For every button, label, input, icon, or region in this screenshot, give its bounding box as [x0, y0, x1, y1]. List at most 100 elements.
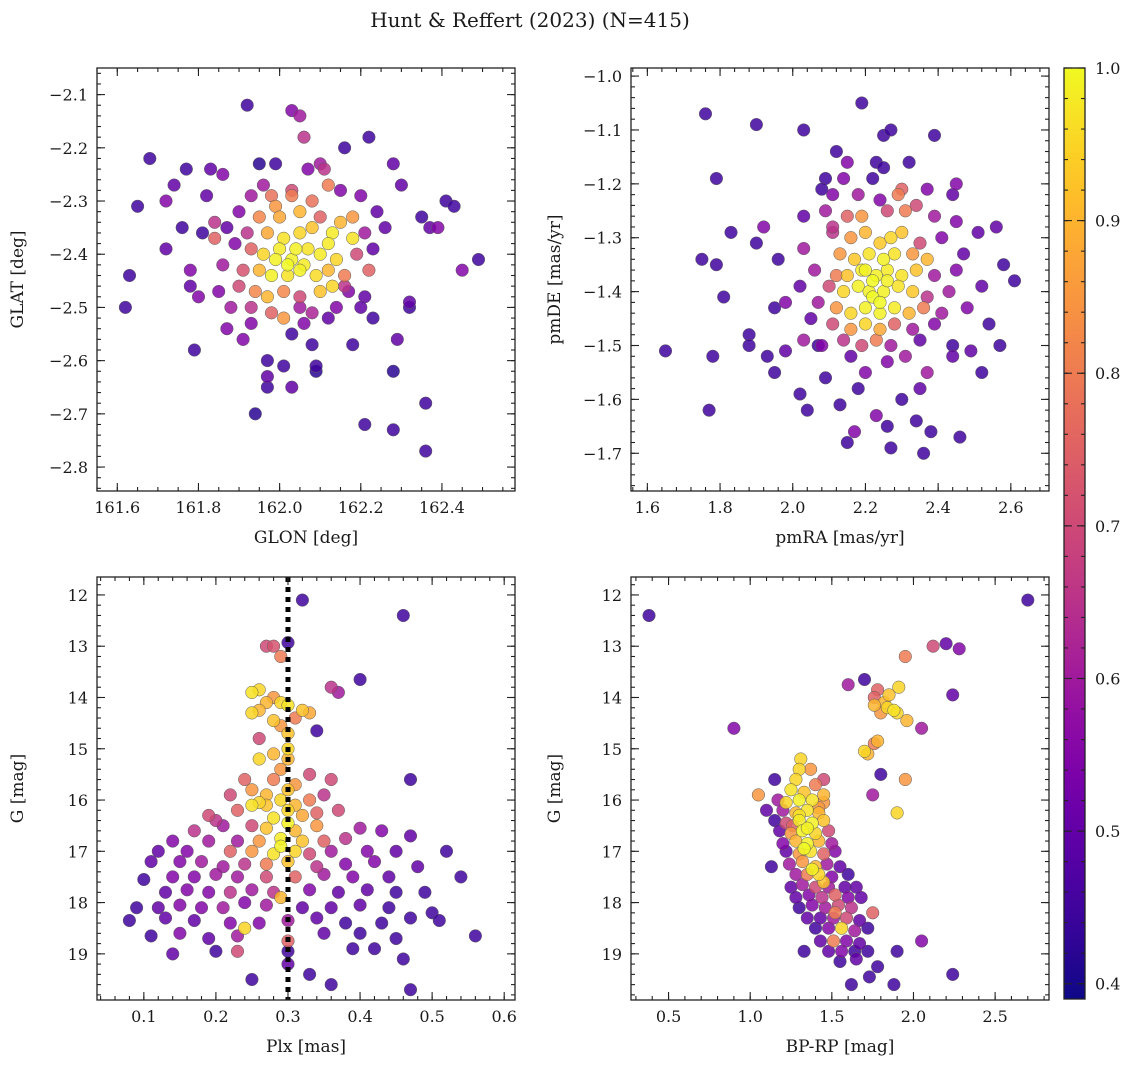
data-point — [260, 354, 274, 368]
data-point — [782, 857, 796, 871]
data-point — [309, 359, 323, 373]
data-point — [303, 883, 317, 897]
data-point — [353, 898, 367, 912]
y-tick-label: 17 — [602, 842, 622, 861]
data-point — [208, 215, 222, 229]
x-tick-label: 162.0 — [257, 498, 303, 517]
data-point — [301, 162, 315, 176]
data-point — [989, 220, 1003, 234]
data-point — [238, 921, 252, 935]
data-point — [220, 322, 234, 336]
data-point — [844, 349, 858, 363]
data-point — [887, 247, 902, 261]
data-point — [764, 860, 778, 874]
data-point — [858, 365, 872, 380]
data-point — [939, 637, 953, 651]
data-point — [847, 252, 862, 266]
data-point — [757, 220, 771, 234]
data-point — [439, 844, 454, 858]
data-point — [267, 811, 281, 825]
y-tick-label: 12 — [68, 586, 88, 605]
data-point — [866, 171, 880, 186]
data-point — [285, 327, 299, 341]
data-point — [366, 311, 380, 325]
x-tick-label: 162.2 — [338, 498, 384, 517]
data-point — [274, 839, 288, 853]
data-point — [874, 767, 888, 781]
data-point — [183, 279, 197, 293]
x-tick-label: 0.3 — [275, 1007, 300, 1026]
data-point — [818, 204, 833, 218]
data-point — [339, 831, 353, 846]
data-point — [194, 855, 209, 869]
data-point — [202, 834, 216, 848]
data-point — [432, 913, 446, 928]
data-point — [394, 178, 408, 192]
data-point — [230, 803, 245, 817]
data-point — [224, 300, 238, 314]
data-point — [906, 322, 920, 336]
panel-proper-motion: 1.6 1.8 2.0 2.2 2.4 2.6 −1.7 −1.6 −1.5 −1.4 −1.3 −1… — [545, 67, 1050, 548]
data-point — [353, 926, 367, 940]
data-point — [906, 285, 920, 299]
data-point — [851, 279, 865, 293]
data-point — [909, 198, 923, 212]
y-tick-label: −2.6 — [49, 352, 88, 371]
data-point — [797, 333, 811, 347]
data-point — [305, 194, 319, 208]
y-axis-label: pmDE [mas/yr] — [545, 214, 565, 344]
data-point — [277, 359, 291, 373]
data-point — [209, 944, 223, 958]
data-point — [826, 934, 841, 948]
y-tick-label: −1.4 — [583, 283, 622, 302]
x-axis-label: pmRA [mas/yr] — [775, 528, 904, 548]
data-point — [179, 162, 193, 176]
y-tick-label: 19 — [68, 945, 88, 964]
data-point — [840, 268, 854, 283]
data-point — [325, 279, 339, 293]
data-point — [887, 317, 902, 331]
data-point — [202, 885, 216, 899]
data-point — [386, 157, 400, 171]
y-tick-label: −2.4 — [49, 245, 88, 264]
data-point — [358, 417, 372, 432]
data-point — [277, 311, 291, 325]
data-point — [946, 349, 960, 363]
data-point — [871, 960, 885, 974]
data-point — [818, 371, 833, 385]
data-point — [180, 883, 194, 897]
data-point — [375, 824, 389, 838]
data-point — [949, 177, 963, 191]
data-point — [857, 744, 872, 758]
axes-frame — [96, 576, 516, 1001]
data-point — [848, 924, 862, 938]
data-point — [321, 178, 335, 192]
data-point — [130, 901, 144, 915]
data-point — [350, 247, 364, 261]
x-tick-label: 2.6 — [998, 498, 1023, 517]
y-tick-label: 18 — [68, 894, 88, 913]
data-point — [873, 295, 887, 309]
y-axis-label: G [mag] — [8, 754, 28, 823]
data-point — [817, 813, 831, 828]
data-point — [920, 182, 934, 196]
data-point — [187, 913, 201, 928]
data-point — [804, 762, 818, 776]
data-point — [971, 225, 985, 239]
data-point — [313, 210, 327, 224]
data-point — [378, 221, 392, 235]
data-point — [260, 226, 274, 240]
data-point — [244, 189, 258, 203]
data-point — [310, 806, 324, 820]
data-point — [895, 392, 909, 406]
data-point — [238, 857, 252, 871]
data-point — [403, 772, 418, 787]
data-point — [259, 898, 273, 912]
y-tick-label: 13 — [602, 637, 622, 656]
data-point — [331, 885, 345, 899]
data-point — [815, 338, 829, 353]
x-tick-label: 0.1 — [131, 1007, 156, 1026]
data-point — [800, 911, 814, 925]
data-point — [825, 837, 839, 851]
